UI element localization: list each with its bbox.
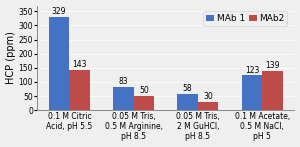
- Bar: [242, 75, 262, 110]
- Bar: [198, 102, 218, 110]
- Bar: [262, 71, 283, 110]
- Text: 329: 329: [52, 7, 66, 16]
- Text: 83: 83: [118, 77, 128, 86]
- Text: 123: 123: [245, 66, 259, 75]
- Text: 139: 139: [265, 61, 280, 70]
- Bar: [177, 94, 198, 110]
- Bar: [49, 17, 69, 110]
- Bar: [69, 70, 90, 110]
- Text: 143: 143: [72, 60, 87, 69]
- Y-axis label: HCP (ppm): HCP (ppm): [6, 31, 16, 84]
- Legend: MAb 1, MAb2: MAb 1, MAb2: [203, 11, 287, 26]
- Bar: [113, 87, 134, 110]
- Bar: [134, 96, 154, 110]
- Text: 58: 58: [183, 84, 192, 93]
- Text: 50: 50: [139, 86, 149, 95]
- Text: 30: 30: [203, 92, 213, 101]
